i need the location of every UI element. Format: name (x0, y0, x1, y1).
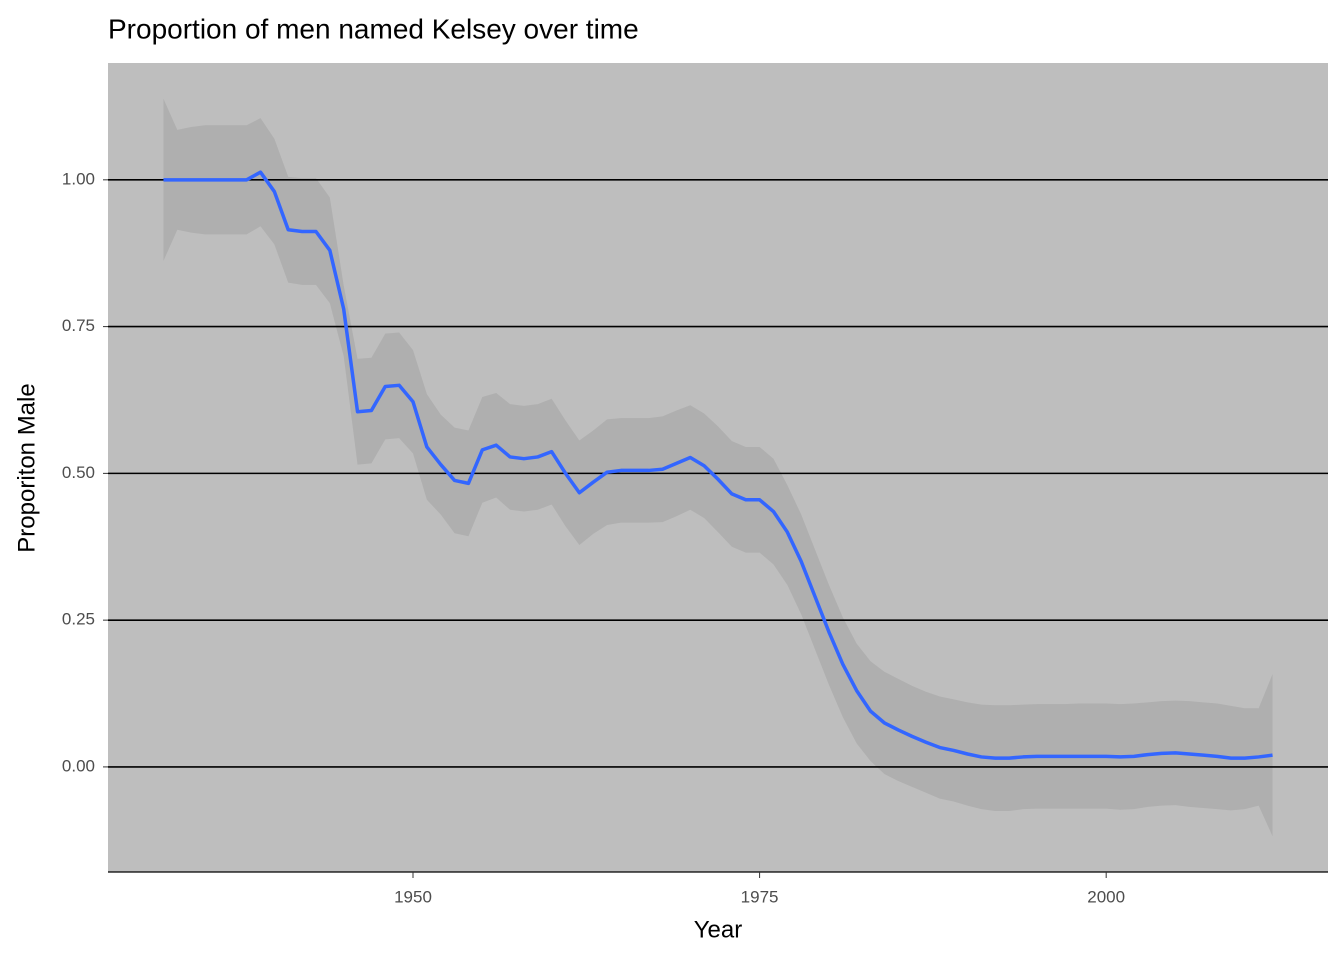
x-tick-label: 2000 (1087, 887, 1125, 906)
x-tick-label: 1975 (741, 887, 779, 906)
y-tick-label: 0.00 (62, 756, 95, 775)
y-tick-label: 0.25 (62, 610, 95, 629)
chart-title: Proportion of men named Kelsey over time (108, 13, 639, 44)
y-tick-label: 0.50 (62, 463, 95, 482)
plot-panel (108, 63, 1328, 872)
trend-line (163, 170, 1273, 760)
y-axis-title: Proporiton Male (13, 383, 40, 552)
y-tick-label: 1.00 (62, 169, 95, 188)
confidence-band (163, 98, 1273, 837)
x-tick-label: 1950 (394, 887, 432, 906)
x-axis-title: Year (694, 916, 743, 943)
y-tick-label: 0.75 (62, 316, 95, 335)
